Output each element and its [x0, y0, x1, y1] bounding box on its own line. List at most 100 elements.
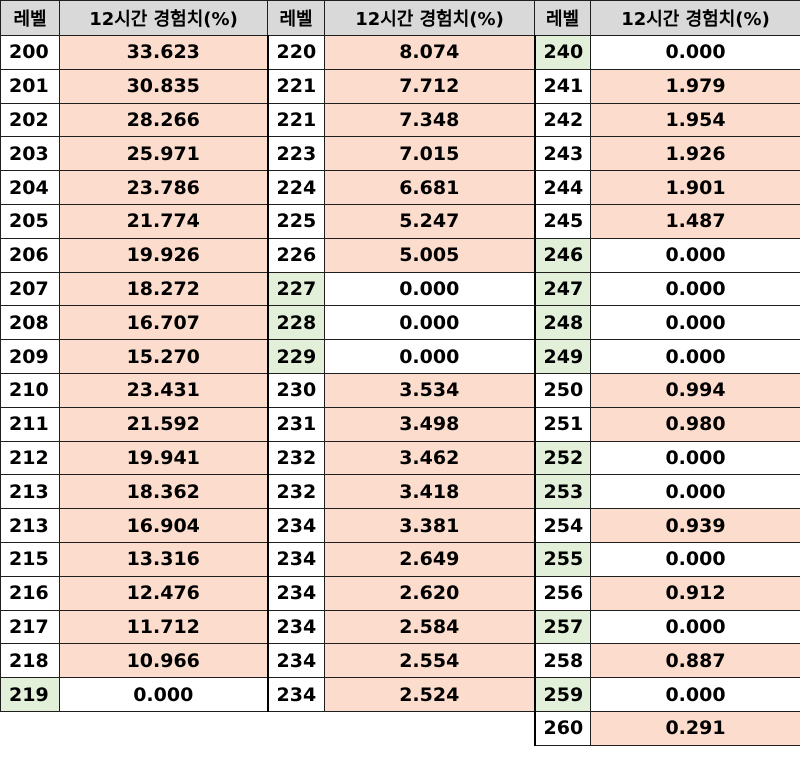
exp-cell: 0.000 [590, 541, 800, 577]
level-cell: 221 [266, 102, 325, 138]
exp-cell: 3.498 [324, 406, 535, 442]
level-cell: 224 [266, 170, 325, 205]
empty-cell [0, 710, 60, 746]
level-cell: 248 [533, 305, 591, 341]
table-row: 207 18.272 227 0.000 247 0.000 [0, 271, 800, 307]
level-cell: 213 [0, 508, 60, 543]
level-cell: 234 [266, 508, 325, 543]
exp-cell: 0.000 [590, 237, 800, 273]
table-row: 204 23.786 224 6.681 244 1.901 [0, 170, 800, 205]
exp-cell: 10.966 [59, 643, 268, 679]
level-cell: 220 [266, 35, 325, 70]
level-cell: 219 [0, 677, 60, 712]
level-cell: 201 [0, 68, 60, 104]
exp-cell: 0.000 [324, 305, 535, 341]
level-cell: 240 [533, 35, 591, 70]
exp-table: 레벨 12시간 경험치(%) 레벨 12시간 경험치(%) 레벨 12시간 경험… [0, 0, 800, 746]
level-cell: 223 [266, 136, 325, 172]
empty-cell [59, 710, 268, 746]
exp-cell: 1.979 [590, 68, 800, 104]
level-cell: 249 [533, 339, 591, 374]
level-cell: 242 [533, 102, 591, 138]
empty-cell [267, 710, 325, 746]
table-row: 212 19.941 232 3.462 252 0.000 [0, 440, 800, 476]
level-cell: 203 [0, 136, 60, 172]
exp-cell: 0.000 [590, 474, 800, 510]
exp-cell: 16.707 [59, 305, 268, 341]
exp-cell: 5.247 [324, 203, 535, 239]
table-row: 211 21.592 231 3.498 251 0.980 [0, 406, 800, 442]
level-cell: 258 [533, 643, 591, 679]
level-cell: 253 [533, 474, 591, 510]
level-cell: 206 [0, 237, 60, 273]
level-cell: 256 [533, 575, 591, 611]
level-cell: 234 [266, 677, 325, 712]
table-row: 205 21.774 225 5.247 245 1.487 [0, 203, 800, 239]
exp-cell: 1.926 [590, 136, 800, 172]
level-cell: 254 [533, 508, 591, 543]
level-cell: 205 [0, 203, 60, 239]
table-row: 219 0.000 234 2.524 259 0.000 [0, 677, 800, 712]
exp-cell: 8.074 [324, 35, 535, 70]
table-row: 213 16.904 234 3.381 254 0.939 [0, 508, 800, 543]
exp-cell: 7.348 [324, 102, 535, 138]
level-cell: 207 [0, 271, 60, 307]
level-cell: 215 [0, 541, 60, 577]
exp-cell: 1.901 [590, 170, 800, 205]
level-cell: 232 [266, 474, 325, 510]
exp-cell: 21.592 [59, 406, 268, 442]
table-row: 215 13.316 234 2.649 255 0.000 [0, 541, 800, 577]
level-cell: 213 [0, 474, 60, 510]
exp-cell: 0.000 [59, 677, 268, 712]
table-row: 218 10.966 234 2.554 258 0.887 [0, 643, 800, 679]
level-cell: 251 [533, 406, 591, 442]
level-cell: 234 [266, 541, 325, 577]
table-row: 200 33.623 220 8.074 240 0.000 [0, 35, 800, 70]
table-body: 200 33.623 220 8.074 240 0.000 201 30.835 221 7.7… [0, 35, 800, 746]
exp-cell: 11.712 [59, 609, 268, 645]
level-cell: 218 [0, 643, 60, 679]
level-cell: 250 [533, 372, 591, 408]
level-cell: 247 [533, 271, 591, 307]
table-row: 213 18.362 232 3.418 253 0.000 [0, 474, 800, 510]
level-cell: 209 [0, 339, 60, 374]
table-row: 201 30.835 221 7.712 241 1.979 [0, 68, 800, 104]
exp-cell: 2.584 [324, 609, 535, 645]
table-row: 210 23.431 230 3.534 250 0.994 [0, 372, 800, 408]
exp-cell: 19.941 [59, 440, 268, 476]
table-row: 209 15.270 229 0.000 249 0.000 [0, 339, 800, 374]
exp-cell: 0.000 [324, 339, 535, 374]
header-exp-2: 12시간 경험치(%) [324, 0, 535, 36]
exp-cell: 1.954 [590, 102, 800, 138]
exp-cell: 28.266 [59, 102, 268, 138]
exp-cell: 2.554 [324, 643, 535, 679]
exp-cell: 2.649 [324, 541, 535, 577]
exp-cell: 33.623 [59, 35, 268, 70]
header-level-3: 레벨 [534, 0, 591, 36]
exp-cell: 16.904 [59, 508, 268, 543]
exp-cell: 0.887 [590, 643, 800, 679]
level-cell: 226 [266, 237, 325, 273]
header-level-2: 레벨 [267, 0, 325, 36]
exp-cell: 3.418 [324, 474, 535, 510]
table-row: 206 19.926 226 5.005 246 0.000 [0, 237, 800, 273]
level-cell: 234 [266, 609, 325, 645]
level-cell: 221 [266, 68, 325, 104]
level-cell: 252 [533, 440, 591, 476]
exp-cell: 2.620 [324, 575, 535, 611]
exp-cell: 7.712 [324, 68, 535, 104]
exp-cell: 5.005 [324, 237, 535, 273]
table-row: 208 16.707 228 0.000 248 0.000 [0, 305, 800, 341]
exp-cell: 0.994 [590, 372, 800, 408]
exp-cell: 0.000 [590, 305, 800, 341]
exp-cell: 1.487 [590, 203, 800, 239]
level-cell: 232 [266, 440, 325, 476]
exp-cell: 25.971 [59, 136, 268, 172]
exp-cell: 0.000 [590, 609, 800, 645]
exp-cell: 2.524 [324, 677, 535, 712]
exp-cell: 0.291 [590, 710, 800, 746]
level-cell: 229 [266, 339, 325, 374]
table-row: 202 28.266 221 7.348 242 1.954 [0, 102, 800, 138]
exp-cell: 23.431 [59, 372, 268, 408]
empty-cell [324, 710, 535, 746]
